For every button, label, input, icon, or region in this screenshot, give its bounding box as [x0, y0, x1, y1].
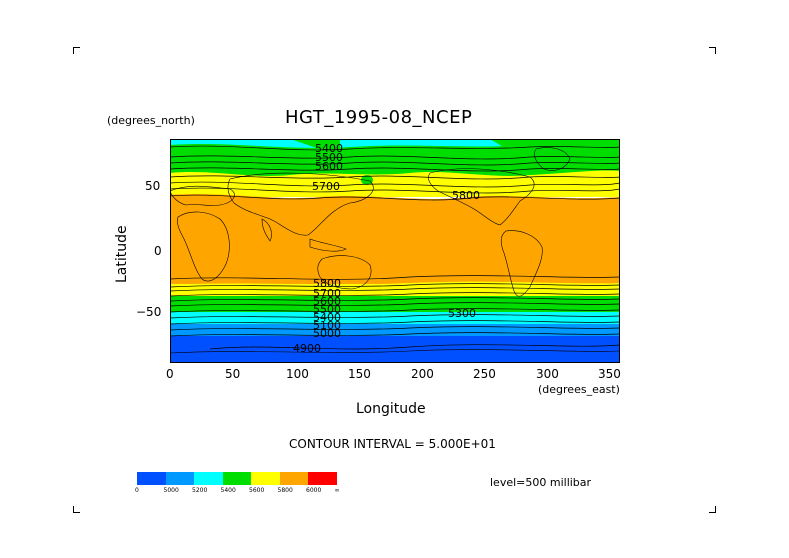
- y-tick-label: 0: [154, 244, 162, 258]
- green-blob-north-pacific: [361, 175, 373, 185]
- colorbar-swatch: [194, 472, 223, 485]
- contour-lines: [170, 145, 620, 350]
- contour-label: 5700: [313, 287, 341, 300]
- band-yellow-south-edge: [170, 281, 620, 296]
- x-tick-label: 200: [411, 367, 434, 381]
- contour-label: 5700: [312, 180, 340, 193]
- x-axis-title: Longitude: [356, 401, 426, 417]
- colorbar-label: 5400: [220, 487, 236, 494]
- band-green-north-west: [170, 139, 340, 153]
- y-axis-title: Latitude: [114, 225, 130, 283]
- x-tick-label: 350: [598, 367, 621, 381]
- colorbar-label: 6000: [306, 487, 322, 494]
- band-green-north: [170, 155, 620, 177]
- band-orange-tropics: [170, 194, 620, 289]
- x-tick-label: 0: [166, 367, 174, 381]
- y-tick-label: 50: [145, 179, 161, 193]
- contour-label: 5400: [315, 142, 343, 155]
- colorbar-label: 5000: [163, 487, 179, 494]
- colorbar-label: 0: [135, 487, 139, 494]
- coastlines: [170, 147, 620, 354]
- contour-map: 5400 5500 5600 5700 5800 5800 5700 5600 …: [170, 139, 620, 363]
- contour-label: 5800: [452, 189, 480, 202]
- corner-mark-top-left: [73, 47, 80, 54]
- colorbar-swatch: [222, 472, 251, 485]
- band-lightblue-south: [170, 324, 620, 336]
- colorbar-swatch: [308, 472, 337, 485]
- contour-label: 5800: [313, 277, 341, 290]
- band-cyan-south: [170, 312, 620, 324]
- contour-label: 5000: [313, 327, 341, 340]
- contour-label: 5400: [313, 311, 341, 324]
- band-yellow-north: [170, 170, 620, 197]
- colorbar-label: 5200: [192, 487, 208, 494]
- colorbar-swatch: [137, 472, 166, 485]
- x-tick-label: 50: [225, 367, 241, 381]
- y-tick-label: −50: [136, 305, 162, 319]
- x-tick-label: 100: [286, 367, 309, 381]
- colorbar-label: 5800: [277, 487, 293, 494]
- band-blue-south: [170, 336, 620, 363]
- contour-interval-text: CONTOUR INTERVAL = 5.000E+01: [289, 437, 496, 451]
- colorbar-label: ∞: [334, 487, 340, 494]
- chart-title: HGT_1995-08_NCEP: [285, 107, 473, 128]
- colorbar-label: 5600: [249, 487, 265, 494]
- contour-label: 5100: [313, 319, 341, 332]
- corner-mark-bottom-left: [73, 506, 80, 513]
- contour-label: 4900: [293, 342, 321, 355]
- x-tick-label: 300: [536, 367, 559, 381]
- corner-mark-bottom-right: [709, 506, 716, 513]
- level-text: level=500 millibar: [490, 476, 592, 489]
- x-tick-label: 250: [473, 367, 496, 381]
- x-unit-label: (degrees_east): [538, 383, 620, 396]
- contour-label: 5600: [313, 295, 341, 308]
- contour-label: 5300: [448, 307, 476, 320]
- contour-label: 5500: [315, 151, 343, 164]
- colorbar-swatch: [165, 472, 194, 485]
- plot-frame: [170, 139, 620, 363]
- band-green-north-east: [490, 139, 620, 152]
- contour-label: 5500: [313, 303, 341, 316]
- corner-mark-top-right: [709, 47, 716, 54]
- x-tick-label: 150: [348, 367, 371, 381]
- contour-label: 5600: [315, 160, 343, 173]
- colorbar-swatch: [279, 472, 308, 485]
- colorbar-swatch: [251, 472, 280, 485]
- y-unit-label: (degrees_north): [107, 114, 195, 127]
